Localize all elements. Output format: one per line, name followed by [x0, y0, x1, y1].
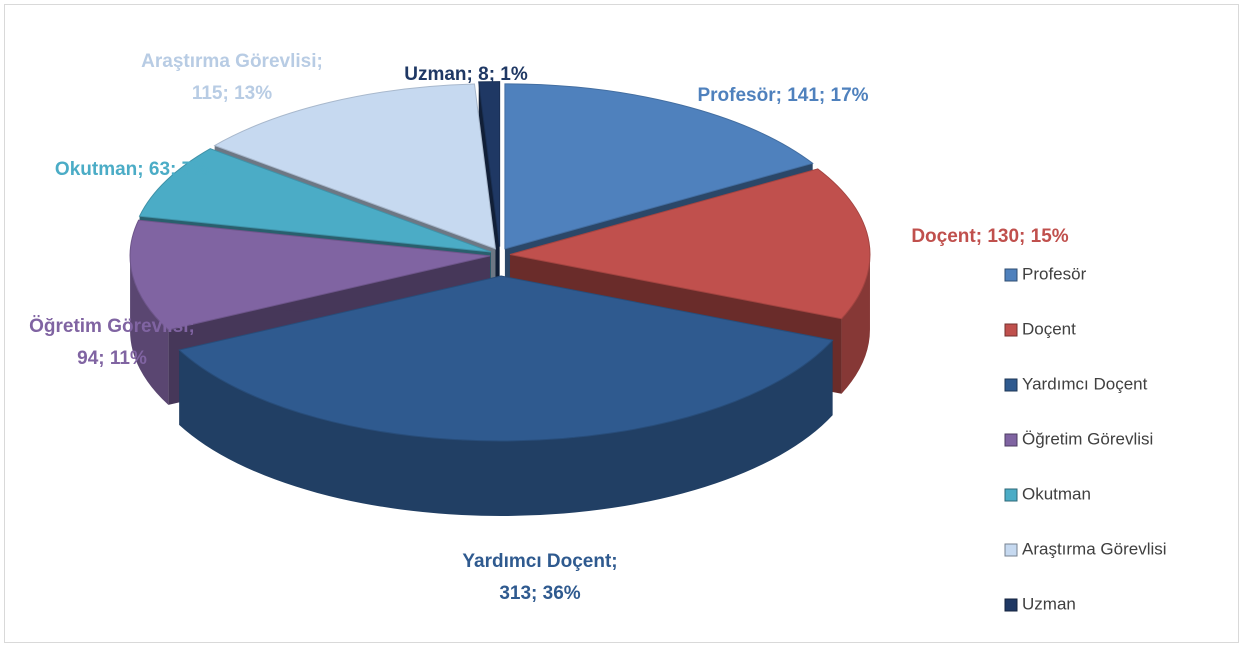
data-label: Okutman; 63; 7%: [55, 159, 209, 180]
legend-label: Araştırma Görevlisi: [1022, 539, 1167, 558]
legend-label: Okutman: [1022, 484, 1091, 503]
slice-top: [213, 83, 497, 250]
legend-marker: [1004, 543, 1018, 557]
data-label: Yardımcı Doçent;: [462, 551, 617, 572]
data-label: 115; 13%: [192, 83, 272, 104]
slice-side: [130, 255, 169, 405]
legend-marker: [1004, 433, 1018, 447]
data-label: Öğretim Görevlisi;: [29, 316, 195, 337]
slice-top: [129, 219, 491, 331]
pie-slice: [178, 275, 834, 516]
legend-label: Doçent: [1022, 319, 1076, 338]
legend-label: Yardımcı Doçent: [1022, 374, 1148, 393]
slice-top: [509, 168, 871, 320]
legend-label: Öğretim Görevlisi: [1022, 429, 1153, 448]
slice-top: [478, 81, 501, 247]
slice-side: [179, 340, 833, 516]
slice-side: [841, 254, 870, 394]
legend-marker: [1004, 378, 1018, 392]
data-label: Araştırma Görevlisi;: [141, 51, 323, 72]
data-label: 94; 11%: [77, 348, 147, 369]
legend-marker: [1004, 268, 1018, 282]
legend-marker: [1004, 488, 1018, 502]
legend-marker: [1004, 598, 1018, 612]
data-label: Uzman; 8; 1%: [404, 64, 528, 85]
data-label: Doçent; 130; 15%: [911, 226, 1068, 247]
legend-label: Profesör: [1022, 264, 1087, 283]
legend-marker: [1004, 323, 1018, 337]
data-label: 313; 36%: [499, 583, 580, 604]
slice-top: [504, 83, 814, 250]
slice-top: [178, 275, 834, 442]
slice-top: [138, 148, 492, 253]
legend-label: Uzman: [1022, 594, 1076, 613]
data-label: Profesör; 141; 17%: [697, 85, 868, 106]
